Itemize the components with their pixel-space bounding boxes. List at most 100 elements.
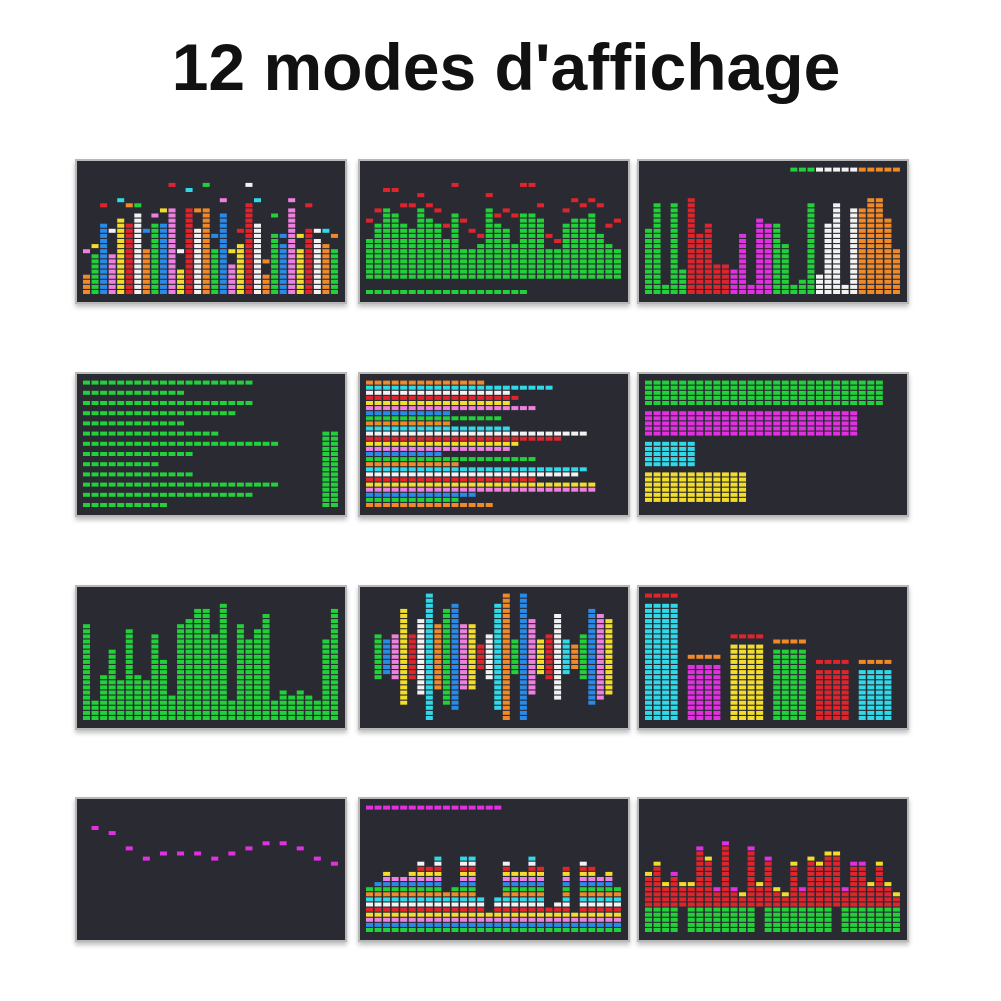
led-cell	[696, 665, 704, 669]
led-cell	[288, 239, 296, 243]
led-cell	[579, 634, 587, 639]
led-cell	[451, 695, 459, 700]
led-cell	[279, 249, 287, 254]
led-cell	[645, 629, 652, 634]
led-cell	[100, 705, 108, 710]
led-cell	[554, 685, 562, 690]
led-cell	[875, 401, 883, 405]
led-cell	[202, 401, 210, 405]
led-cell	[613, 249, 621, 254]
led-cell	[781, 431, 789, 436]
led-cell	[468, 254, 476, 259]
led-cell	[645, 228, 652, 233]
led-cell	[850, 218, 858, 223]
led-cell	[100, 411, 108, 416]
led-cell	[613, 902, 621, 907]
led-cell	[296, 290, 304, 294]
led-cell	[460, 912, 468, 917]
led-cell	[605, 892, 613, 897]
led-cell	[739, 649, 747, 654]
led-cell	[850, 902, 858, 907]
led-cell	[528, 670, 536, 675]
led-cell	[100, 290, 108, 294]
led-cell	[91, 503, 99, 507]
led-cell	[519, 264, 527, 269]
led-cell	[773, 223, 781, 228]
led-cell	[545, 487, 553, 492]
led-cell	[588, 608, 596, 613]
led-cell	[579, 218, 587, 223]
led-cell	[670, 223, 678, 228]
led-cell	[134, 239, 142, 243]
led-cell	[494, 902, 502, 907]
led-cell	[502, 624, 510, 629]
led-cell	[408, 917, 416, 922]
led-cell	[730, 269, 738, 274]
led-cell	[807, 912, 815, 917]
led-cell	[366, 482, 373, 487]
led-cell	[670, 928, 678, 932]
led-cell	[425, 922, 433, 927]
led-cell	[417, 492, 425, 497]
led-cell	[142, 269, 150, 274]
led-cell	[494, 264, 502, 269]
led-cell	[670, 871, 678, 876]
led-cell	[739, 431, 747, 436]
led-cell	[494, 441, 502, 446]
led-cell	[519, 457, 527, 462]
led-cell	[892, 254, 900, 259]
led-cell	[330, 670, 338, 675]
led-cell	[850, 284, 858, 289]
led-cell	[219, 680, 227, 685]
led-cell	[391, 902, 399, 907]
led-cell	[662, 700, 670, 705]
led-cell	[704, 390, 712, 395]
led-cell	[588, 912, 596, 917]
led-cell	[383, 269, 391, 274]
led-cell	[687, 274, 695, 279]
led-cell	[425, 269, 433, 274]
led-cell	[408, 416, 416, 421]
led-cell	[721, 866, 729, 871]
led-panel	[75, 585, 347, 730]
led-cell	[687, 254, 695, 259]
led-cell	[151, 705, 159, 710]
led-cell	[773, 233, 781, 238]
led-cell	[756, 385, 764, 390]
led-cell	[374, 639, 382, 644]
led-cell	[773, 675, 781, 680]
led-cell	[756, 675, 764, 680]
led-cell	[219, 700, 227, 705]
led-cell	[142, 441, 150, 446]
led-cell	[653, 619, 661, 624]
led-cell	[739, 421, 747, 426]
led-cell	[108, 279, 116, 284]
led-cell	[528, 213, 536, 218]
led-cell	[185, 233, 193, 238]
led-cell	[219, 223, 227, 228]
led-cell	[451, 482, 459, 487]
led-cell	[730, 887, 738, 892]
led-cell	[477, 659, 485, 664]
led-cell	[537, 472, 544, 477]
led-cell	[211, 644, 219, 649]
led-cell	[756, 401, 764, 405]
led-cell	[850, 892, 858, 897]
led-cell	[391, 426, 399, 431]
led-cell	[858, 254, 866, 259]
led-cell	[773, 416, 781, 421]
led-cell	[892, 902, 900, 907]
led-cell	[117, 431, 125, 436]
led-cell	[468, 416, 476, 421]
led-cell	[858, 167, 866, 172]
led-cell	[790, 877, 798, 881]
led-cell	[100, 274, 108, 279]
led-cell	[687, 416, 695, 421]
led-cell	[425, 912, 433, 917]
led-cell	[554, 928, 562, 932]
led-cell	[468, 390, 476, 395]
led-cell	[756, 259, 764, 264]
led-cell	[662, 603, 670, 608]
led-cell	[494, 431, 502, 436]
led-cell	[773, 654, 781, 659]
